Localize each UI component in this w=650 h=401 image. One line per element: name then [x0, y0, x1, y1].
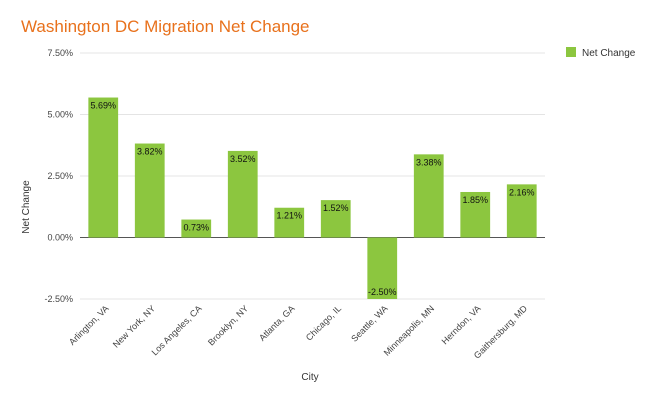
y-axis-label: Net Change — [21, 180, 32, 234]
bar — [413, 154, 444, 238]
x-tick-label: Arlington, VA — [67, 303, 111, 347]
y-tick-label: 2.50% — [47, 171, 73, 181]
bars — [88, 97, 537, 299]
x-tick-label: Seattle, WA — [349, 303, 389, 343]
bar-value-label: -2.50% — [368, 287, 397, 297]
x-tick-label: Herndon, VA — [440, 303, 483, 346]
x-tick-label: Brooklyn, NY — [206, 303, 250, 347]
bar — [506, 184, 537, 238]
y-axis-ticks: -2.50% 0.00% 2.50% 5.00% 7.50% — [44, 48, 73, 304]
bar-value-label: 3.38% — [416, 157, 442, 167]
x-tick-label: Minneapolis, MN — [382, 303, 436, 357]
x-axis-label: City — [301, 372, 318, 383]
y-tick-label: 5.00% — [47, 110, 73, 120]
bar-value-label: 3.52% — [230, 154, 256, 164]
chart-title: Washington DC Migration Net Change — [21, 17, 310, 36]
bar — [274, 207, 305, 238]
x-tick-label: Chicago, IL — [304, 303, 343, 342]
x-tick-label: New York, NY — [111, 303, 157, 349]
bar-value-label: 1.21% — [276, 211, 302, 221]
bar-value-label: 1.85% — [462, 195, 488, 205]
bar-value-label: 2.16% — [509, 187, 535, 197]
bar — [227, 150, 258, 238]
legend-swatch — [566, 47, 576, 57]
data-labels: 5.69% 3.82% 0.73% 3.52% 1.21% 1.52% -2.50% 3.38… — [90, 101, 534, 297]
bar-value-label: 0.73% — [183, 223, 209, 233]
y-tick-label: 7.50% — [47, 48, 73, 58]
legend-label: Net Change — [582, 48, 636, 59]
bar — [460, 191, 491, 238]
y-tick-label: -2.50% — [44, 294, 73, 304]
y-tick-label: 0.00% — [47, 233, 73, 243]
legend: Net Change — [566, 47, 636, 59]
bar — [367, 237, 398, 299]
x-tick-label: Los Angeles, CA — [150, 303, 204, 357]
bar-value-label: 5.69% — [90, 101, 116, 111]
bar — [181, 219, 212, 238]
bar-value-label: 1.52% — [323, 203, 349, 213]
bar — [320, 200, 351, 238]
x-tick-label: Atlanta, GA — [257, 303, 297, 343]
bar — [88, 97, 119, 238]
bar-value-label: 3.82% — [137, 147, 163, 157]
bar — [134, 143, 165, 238]
